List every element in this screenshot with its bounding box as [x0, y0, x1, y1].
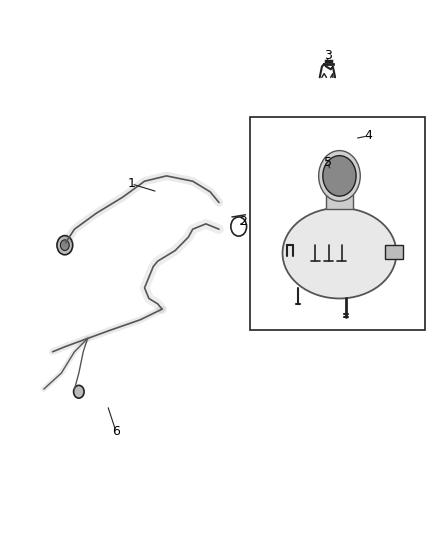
Bar — [385, 245, 403, 259]
Text: 4: 4 — [364, 130, 372, 142]
Text: 5: 5 — [324, 156, 332, 169]
Circle shape — [323, 156, 356, 196]
Text: 3: 3 — [324, 50, 332, 62]
Circle shape — [57, 236, 73, 255]
Circle shape — [318, 150, 360, 201]
Ellipse shape — [283, 208, 396, 298]
Circle shape — [74, 385, 84, 398]
Text: 2: 2 — [239, 215, 247, 228]
Text: 6: 6 — [112, 425, 120, 438]
Text: 1: 1 — [127, 177, 135, 190]
Circle shape — [60, 240, 69, 251]
Bar — [326, 194, 353, 209]
Bar — [250, 117, 425, 330]
Circle shape — [323, 156, 356, 196]
